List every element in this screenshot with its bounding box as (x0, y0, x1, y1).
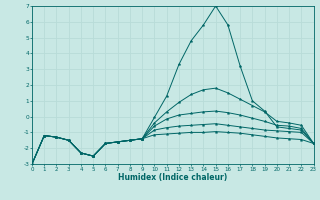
X-axis label: Humidex (Indice chaleur): Humidex (Indice chaleur) (118, 173, 228, 182)
